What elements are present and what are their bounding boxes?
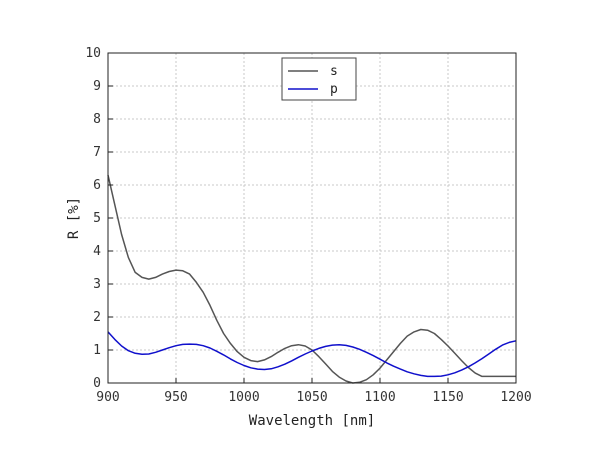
x-tick-label: 1100 bbox=[364, 390, 395, 405]
x-axis-label: Wavelength [nm] bbox=[249, 413, 375, 429]
y-tick-label: 8 bbox=[93, 112, 101, 127]
y-tick-label: 2 bbox=[93, 310, 101, 325]
x-tick-label: 1200 bbox=[500, 390, 531, 405]
y-tick-label: 5 bbox=[93, 211, 101, 226]
series-line-s bbox=[107, 174, 516, 384]
axis-ticks: 900 950 1000 1050 1100 1150 1200 0 1 2 3 4 5 6 7 8 9 10 bbox=[85, 46, 531, 405]
x-tick-label: 900 bbox=[96, 390, 119, 405]
y-axis-label: R [%] bbox=[66, 197, 82, 239]
y-tick-label: 10 bbox=[85, 46, 101, 61]
y-tick-label: 7 bbox=[93, 145, 101, 160]
x-tick-label: 1050 bbox=[296, 390, 327, 405]
legend-label-p: p bbox=[330, 82, 338, 97]
y-tick-label: 3 bbox=[93, 277, 101, 292]
x-tick-label: 950 bbox=[164, 390, 187, 405]
series-layer bbox=[107, 174, 517, 384]
y-tick-label: 6 bbox=[93, 178, 101, 193]
series-line-p bbox=[107, 331, 517, 378]
legend-box bbox=[281, 57, 357, 101]
x-tick-label: 1000 bbox=[228, 390, 259, 405]
y-tick-label: 0 bbox=[93, 376, 101, 391]
y-tick-label: 1 bbox=[93, 343, 101, 358]
y-tick-label: 4 bbox=[93, 244, 101, 259]
x-tick-label: 1150 bbox=[432, 390, 463, 405]
y-tick-label: 9 bbox=[93, 79, 101, 94]
grid-lines bbox=[108, 53, 516, 383]
legend: sp bbox=[281, 57, 357, 101]
legend-label-s: s bbox=[330, 64, 338, 79]
